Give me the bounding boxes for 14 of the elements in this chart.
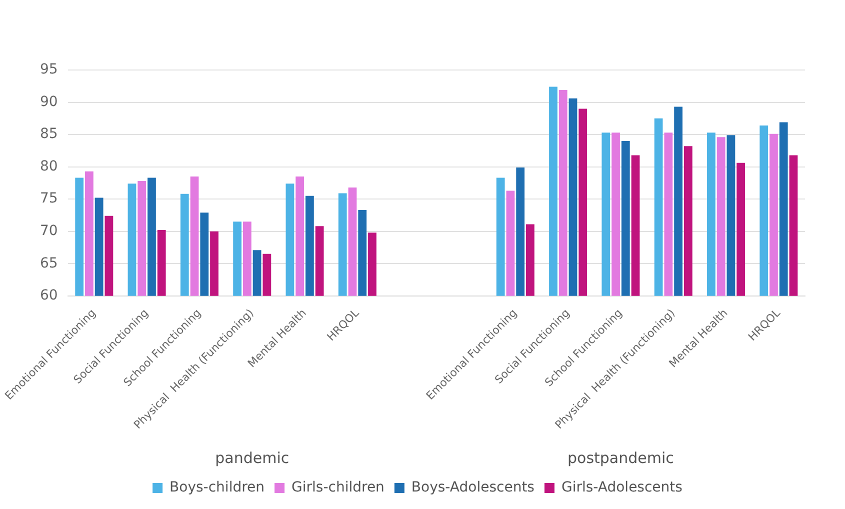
legend-label: Girls-Adolescents (561, 480, 682, 496)
y-tick-label: 85 (40, 126, 58, 142)
legend-label: Boys-children (170, 480, 265, 496)
legend-label: Boys-Adolescents (411, 480, 534, 496)
text: postpandemic (568, 448, 674, 467)
text: pandemic (215, 448, 290, 467)
y-tick-label: 75 (40, 190, 58, 207)
y-tick-label: 65 (40, 255, 58, 272)
y-tick-label: 70 (40, 222, 58, 239)
y-tick-label: 60 (40, 288, 58, 304)
y-tick-label: 90 (40, 94, 58, 110)
legend-label: Girls-children (292, 480, 384, 496)
y-tick-label: 80 (40, 158, 58, 174)
y-tick-label: 95 (40, 62, 58, 78)
